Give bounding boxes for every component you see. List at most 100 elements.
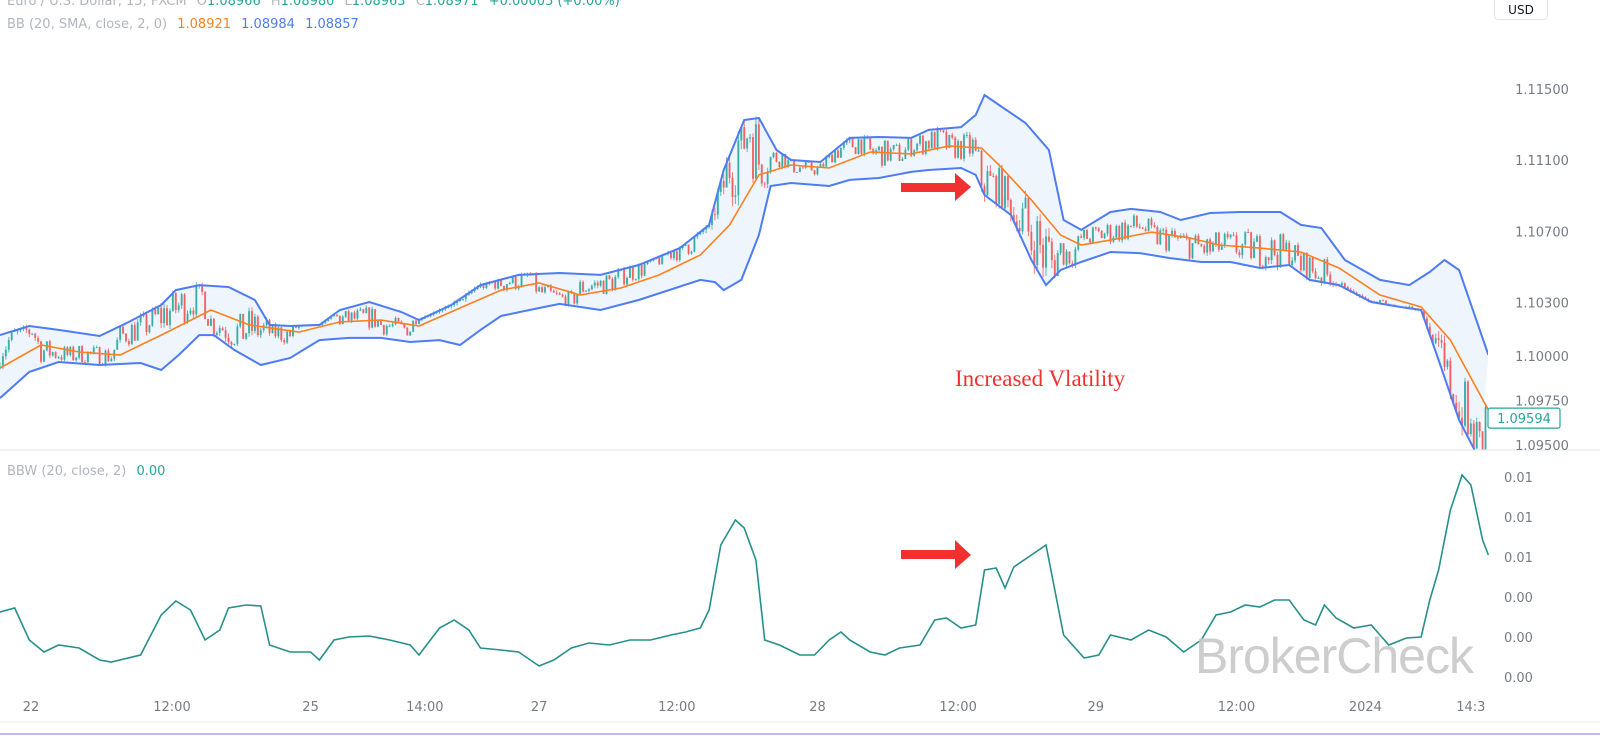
bbw-tick-label: 0.01 bbox=[1504, 551, 1533, 566]
candle-up bbox=[1323, 259, 1326, 282]
candle-down bbox=[1165, 229, 1168, 251]
arrow-right-icon bbox=[901, 540, 971, 569]
bbw-line bbox=[0, 473, 1490, 667]
candle-up bbox=[936, 129, 939, 149]
candle-up bbox=[1446, 360, 1449, 367]
candle-up bbox=[1162, 229, 1165, 231]
candle-down bbox=[397, 317, 400, 322]
candle-up bbox=[1147, 218, 1150, 231]
candle-up bbox=[585, 290, 587, 292]
candle-up bbox=[1168, 235, 1171, 251]
candle-down bbox=[133, 324, 136, 341]
candle-down bbox=[494, 281, 497, 289]
candle-down bbox=[1238, 252, 1241, 256]
candle-up bbox=[1223, 233, 1226, 246]
candle-up bbox=[1115, 225, 1118, 238]
candle-down bbox=[34, 333, 37, 338]
candle-down bbox=[1001, 168, 1004, 209]
candle-down bbox=[801, 167, 804, 169]
time-tick-label: 12:00 bbox=[658, 700, 695, 715]
candle-down bbox=[1422, 309, 1425, 319]
price-tick-label: 1.09750 bbox=[1515, 394, 1569, 409]
candle-up bbox=[341, 316, 344, 324]
bbw-indicator-label[interactable]: BBW (20, close, 2) bbox=[7, 464, 127, 479]
candle-up bbox=[139, 315, 142, 323]
candle-down bbox=[500, 280, 503, 286]
time-tick-label: 14:00 bbox=[406, 700, 443, 715]
candle-up bbox=[180, 294, 183, 306]
candle-up bbox=[614, 276, 617, 291]
time-axis[interactable]: 22 12:00 25 14:00 27 12:00 28 12:00 29 12:00 2024 1… bbox=[23, 700, 1486, 715]
currency-button[interactable]: USD bbox=[1494, 0, 1548, 20]
candle-down bbox=[945, 131, 948, 148]
last-price-box bbox=[1487, 407, 1561, 429]
candle-up bbox=[719, 180, 722, 192]
candle-up bbox=[215, 332, 218, 336]
candle-up bbox=[1285, 242, 1288, 250]
candle-up bbox=[271, 325, 274, 334]
candle-up bbox=[965, 134, 968, 136]
symbol-legend: Euro / U.S. Dollar, 15, FXCM O1.08966 H1… bbox=[7, 0, 620, 9]
candle-down bbox=[1042, 245, 1045, 268]
candle-up bbox=[878, 146, 880, 151]
candle-up bbox=[4, 349, 7, 357]
candle-down bbox=[40, 341, 43, 362]
candle-down bbox=[596, 282, 599, 286]
candle-down bbox=[1144, 228, 1147, 231]
bb-indicator-label[interactable]: BB (20, SMA, close, 2, 0) bbox=[7, 17, 168, 32]
candle-up bbox=[587, 289, 590, 291]
candle-down bbox=[1466, 381, 1469, 435]
candle-down bbox=[1326, 259, 1329, 275]
time-tick-label: 12:00 bbox=[939, 700, 976, 715]
candle-up bbox=[350, 312, 353, 321]
candle-down bbox=[415, 320, 418, 324]
candle-up bbox=[795, 171, 798, 173]
candle-up bbox=[31, 333, 34, 335]
candle-up bbox=[511, 276, 514, 283]
candle-down bbox=[204, 291, 207, 320]
candle-up bbox=[807, 161, 810, 163]
candle-up bbox=[716, 191, 719, 215]
candle-down bbox=[851, 137, 854, 148]
candle-up bbox=[749, 137, 752, 139]
candle-down bbox=[1080, 236, 1083, 238]
candle-down bbox=[66, 347, 69, 355]
candle-down bbox=[502, 285, 505, 290]
candle-up bbox=[371, 309, 374, 328]
candle-up bbox=[359, 309, 362, 311]
price-axis[interactable]: 1.11500 1.11100 1.10700 1.10300 1.10000 1.097… bbox=[1515, 83, 1569, 454]
candle-up bbox=[75, 357, 78, 361]
candle-up bbox=[605, 275, 608, 294]
bbw-value: 0.00 bbox=[136, 464, 166, 479]
candle-up bbox=[1159, 230, 1162, 245]
price-tick-label: 1.10700 bbox=[1515, 225, 1569, 240]
candle-down bbox=[379, 320, 382, 325]
candle-up bbox=[1171, 230, 1173, 236]
candle-down bbox=[1173, 230, 1176, 238]
candle-down bbox=[1200, 244, 1203, 247]
candle-up bbox=[1132, 215, 1135, 226]
candle-up bbox=[1264, 257, 1267, 268]
candle-up bbox=[461, 298, 464, 300]
candle-up bbox=[1206, 239, 1209, 253]
candle-down bbox=[1481, 431, 1484, 450]
bbw-axis[interactable]: 0.01 0.01 0.01 0.00 0.00 0.00 bbox=[1504, 471, 1533, 686]
candle-down bbox=[778, 161, 781, 168]
bbw-pane[interactable] bbox=[0, 473, 1490, 667]
symbol-title[interactable]: Euro / U.S. Dollar, 15, FXCM bbox=[7, 0, 187, 9]
candle-up bbox=[1220, 245, 1223, 250]
candle-down bbox=[1027, 197, 1030, 232]
candle-up bbox=[157, 307, 160, 314]
candle-up bbox=[693, 236, 696, 252]
candle-down bbox=[1314, 271, 1317, 279]
close-label: C bbox=[415, 0, 425, 9]
candle-up bbox=[520, 274, 523, 287]
candle-down bbox=[669, 252, 672, 259]
time-tick-label: 12:00 bbox=[153, 700, 190, 715]
candle-down bbox=[1006, 176, 1009, 201]
candle-down bbox=[37, 337, 40, 342]
bbw-tick-label: 0.00 bbox=[1504, 631, 1533, 646]
price-pane[interactable] bbox=[0, 93, 1489, 463]
candle-down bbox=[921, 135, 924, 154]
